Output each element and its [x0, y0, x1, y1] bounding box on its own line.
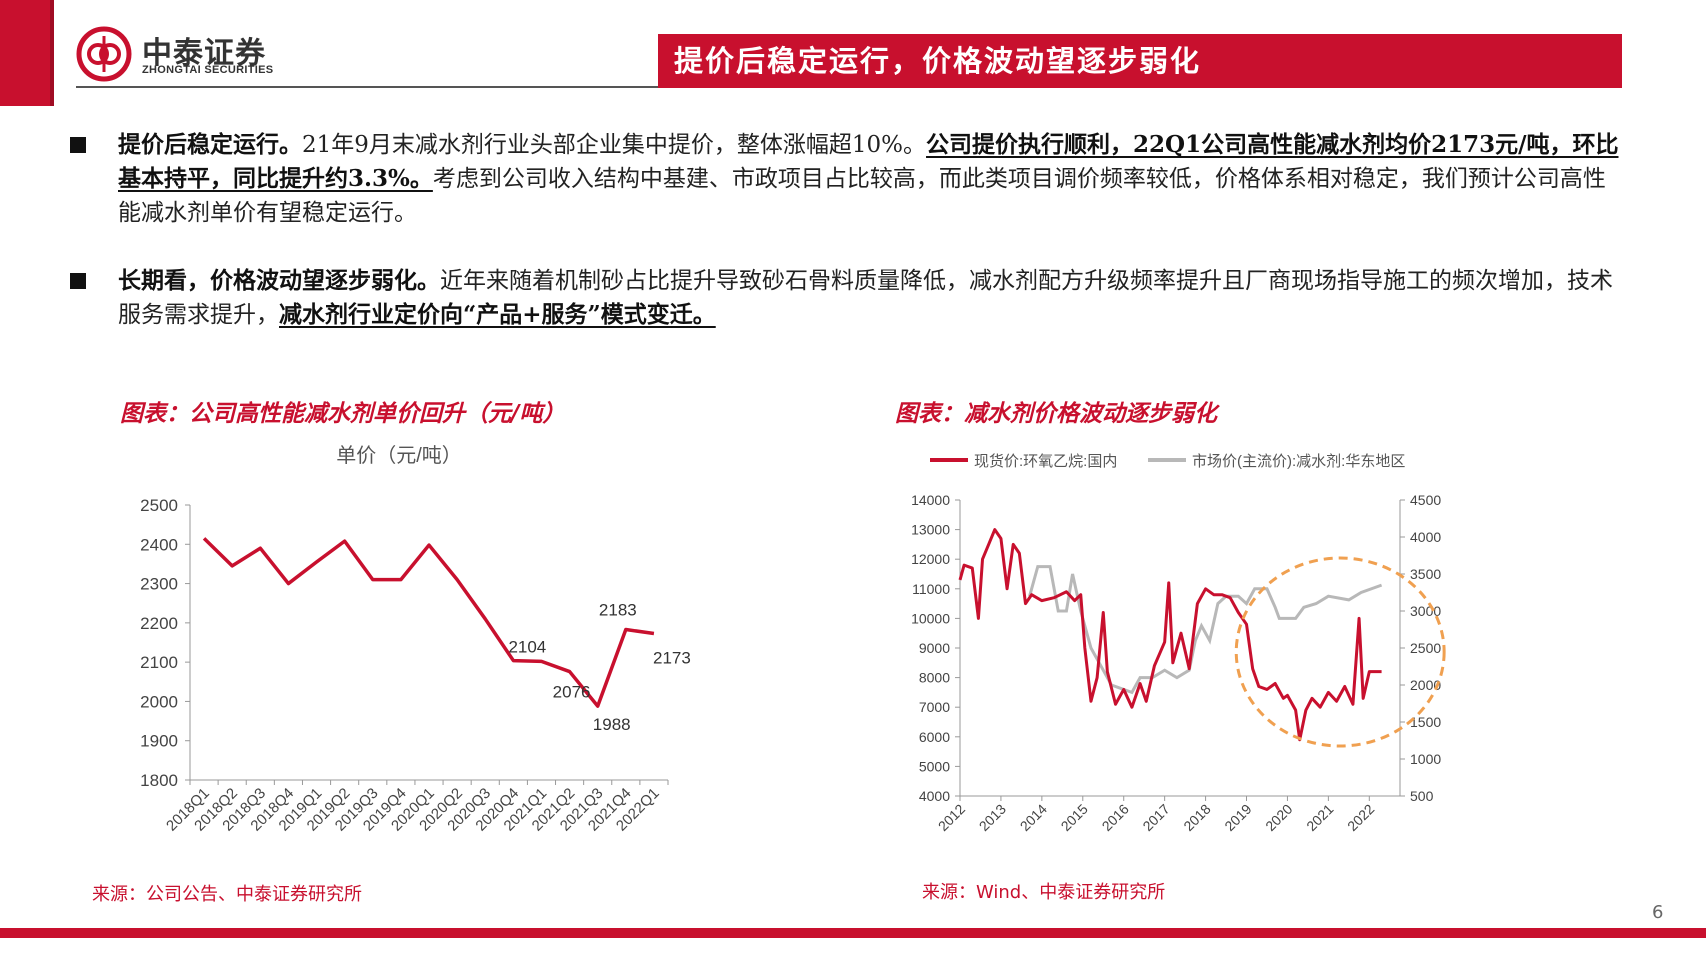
bullet-item: 长期看，价格波动望逐步弱化。近年来随着机制砂占比提升导致砂石骨料质量降低，减水剂…	[68, 264, 1628, 332]
logo-english-name: ZHONGTAI SECURITIES	[142, 64, 274, 76]
y-right-tick-label: 4000	[1410, 529, 1441, 545]
x-tick-label: 2017	[1139, 801, 1172, 834]
y-left-tick-label: 13000	[911, 522, 950, 538]
y-right-tick-label: 3000	[1410, 603, 1441, 619]
logo-mark-icon	[76, 26, 132, 82]
y-left-tick-label: 10000	[911, 610, 950, 626]
figure-left-source: 来源：公司公告、中泰证券研究所	[92, 884, 362, 905]
left-accent-bar	[0, 0, 54, 106]
x-tick-label: 2018	[1180, 801, 1213, 834]
y-left-tick-label: 9000	[919, 640, 950, 656]
series-line-reducer-price	[1028, 565, 1383, 695]
company-logo: 中泰证券 ZHONGTAI SECURITIES	[76, 22, 316, 88]
unit-price-chart: 单价（元/吨） 1800 1900 2000 2100 2200 2300 2400 2500 2…	[140, 444, 691, 835]
y-tick-label: 2000	[140, 692, 178, 711]
y-left-tick-label: 8000	[919, 670, 950, 686]
highlight-ellipse	[1234, 556, 1446, 748]
y-tick-label: 2400	[140, 535, 178, 554]
bullet-text: 近年来随着机制砂占比提升导致砂石骨料质量降低，减水剂配方升级频率提升且厂商现场指…	[118, 268, 1613, 328]
bullet-square-icon	[70, 137, 86, 153]
bullet-square-icon	[70, 273, 86, 289]
x-tick-label: 2013	[976, 801, 1009, 834]
x-tick-label: 2014	[1017, 801, 1050, 834]
bullet-lead: 长期看，价格波动望逐步弱化。	[118, 267, 440, 294]
y-tick-label: 2500	[140, 496, 178, 515]
y-left-tick-label: 11000	[912, 581, 950, 597]
y-right-tick-label: 1000	[1410, 751, 1441, 767]
footer-bar	[0, 928, 1706, 938]
y-right-tick-label: 3500	[1410, 566, 1441, 582]
data-label: 2173	[653, 648, 691, 667]
bullet-lead: 提价后稳定运行。	[118, 131, 302, 158]
y-right-tick-label: 4500	[1410, 492, 1441, 508]
series-line-eo-price	[958, 528, 1382, 742]
data-label: 1988	[593, 715, 631, 734]
slide-title: 提价后稳定运行，价格波动望逐步弱化	[658, 34, 1622, 88]
bullet-item: 提价后稳定运行。21年9月末减水剂行业头部企业集中提价，整体涨幅超10%。公司提…	[68, 128, 1628, 230]
y-right-tick-label: 500	[1410, 788, 1434, 804]
y-left-tick-label: 6000	[919, 729, 950, 745]
x-tick-label: 2020	[1262, 801, 1295, 834]
x-tick-label: 2022	[1344, 801, 1377, 834]
legend-label: 现货价:环氧乙烷:国内	[974, 453, 1117, 470]
page-number: 6	[1652, 902, 1664, 923]
header-divider	[76, 86, 660, 88]
data-label: 2183	[599, 601, 637, 620]
figure-right-source: 来源：Wind、中泰证券研究所	[922, 882, 1166, 903]
figure-left-caption: 图表：公司高性能减水剂单价回升（元/吨）	[120, 401, 566, 427]
y-left-tick-label: 5000	[919, 758, 950, 774]
x-tick-label: 2021	[1303, 801, 1336, 834]
bullet-list: 提价后稳定运行。21年9月末减水剂行业头部企业集中提价，整体涨幅超10%。公司提…	[68, 128, 1628, 366]
y-tick-label: 1800	[140, 771, 178, 790]
bullet-emphasis: 公司提价执行顺利，22Q1公司高性能减水剂均价2173元/吨，环比基本持平，同比…	[118, 131, 1619, 192]
figure-right-caption: 图表：减水剂价格波动逐步弱化	[895, 401, 1217, 427]
bullet-emphasis: 减水剂行业定价向“产品+服务”模式变迁。	[279, 301, 716, 328]
y-right-tick-label: 2500	[1410, 640, 1441, 656]
left-accent-stripe	[50, 0, 54, 106]
bullet-text: 21年9月末减水剂行业头部企业集中提价，整体涨幅超10%。	[302, 132, 927, 158]
y-left-tick-label: 14000	[911, 492, 950, 508]
y-left-tick-label: 7000	[919, 699, 950, 715]
y-tick-label: 1900	[140, 732, 178, 751]
x-tick-label: 2015	[1058, 801, 1091, 834]
y-left-tick-label: 12000	[911, 551, 950, 567]
legend-label: 市场价(主流价):减水剂:华东地区	[1192, 453, 1405, 470]
x-tick-label: 2016	[1098, 801, 1131, 834]
series-line	[202, 537, 655, 708]
bullet-text: 考虑到公司收入结构中基建、市政项目占比较高，而此类项目调价频率较低，价格体系相对…	[118, 166, 1606, 226]
y-right-tick-label: 1500	[1410, 714, 1441, 730]
logo-chinese-name: 中泰证券	[142, 36, 266, 71]
price-volatility-chart: 现货价:环氧乙烷:国内 市场价(主流价):减水剂:华东地区 4000 5000 6000…	[911, 453, 1446, 834]
chart-title: 单价（元/吨）	[336, 444, 462, 467]
data-label: 2076	[553, 683, 591, 702]
y-tick-label: 2300	[140, 575, 178, 594]
data-label: 2104	[508, 638, 546, 657]
y-tick-label: 2200	[140, 614, 178, 633]
y-right-tick-label: 2000	[1410, 677, 1441, 693]
x-tick-label: 2019	[1221, 801, 1254, 834]
y-tick-label: 2100	[140, 653, 178, 672]
y-left-tick-label: 4000	[919, 788, 950, 804]
x-tick-label: 2012	[935, 801, 968, 834]
